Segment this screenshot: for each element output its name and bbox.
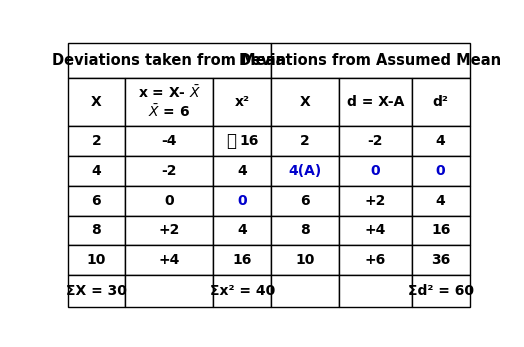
Text: +4: +4 (365, 223, 386, 237)
Bar (68, 215, 125, 245)
Text: +2: +2 (159, 223, 180, 237)
Text: x = X- $\bar{X}$
$\bar{X}$ = 6: x = X- $\bar{X}$ $\bar{X}$ = 6 (138, 84, 201, 120)
Bar (213, 126, 271, 156)
Bar (412, 156, 470, 186)
Bar (125, 275, 213, 307)
Text: ⎸: ⎸ (226, 132, 236, 150)
Text: 4: 4 (436, 134, 445, 148)
Text: Deviations taken from Mean: Deviations taken from Mean (52, 53, 286, 68)
Text: 6: 6 (92, 194, 101, 208)
Text: Deviations from Assumed Mean: Deviations from Assumed Mean (239, 53, 501, 68)
Bar (125, 156, 213, 186)
Bar (271, 126, 339, 156)
Text: X: X (91, 95, 102, 109)
Bar (271, 156, 339, 186)
Text: 4(A): 4(A) (288, 164, 322, 178)
Bar (339, 156, 412, 186)
Text: 0: 0 (370, 164, 380, 178)
Bar (68, 245, 125, 275)
Text: 16: 16 (431, 223, 450, 237)
Text: +2: +2 (365, 194, 386, 208)
Bar (339, 78, 412, 126)
Text: +4: +4 (159, 253, 180, 267)
Text: 4: 4 (92, 164, 101, 178)
Text: 0: 0 (436, 164, 445, 178)
Bar (68, 186, 125, 215)
Text: 6: 6 (300, 194, 310, 208)
Bar (125, 126, 213, 156)
Bar (271, 78, 339, 126)
Bar (412, 215, 470, 245)
Bar (271, 186, 339, 215)
Text: Σd² = 60: Σd² = 60 (408, 284, 474, 298)
Text: 16: 16 (239, 134, 259, 148)
Bar (213, 186, 271, 215)
Bar (68, 156, 125, 186)
Bar (68, 78, 125, 126)
Bar (339, 275, 412, 307)
Text: 2: 2 (300, 134, 310, 148)
Bar (68, 43, 271, 78)
Text: ΣX = 30: ΣX = 30 (66, 284, 127, 298)
Bar (125, 215, 213, 245)
Bar (271, 275, 339, 307)
Bar (412, 126, 470, 156)
Bar (339, 126, 412, 156)
Bar (271, 215, 339, 245)
Text: 10: 10 (296, 253, 315, 267)
Text: 36: 36 (431, 253, 450, 267)
Bar (271, 43, 470, 78)
Bar (125, 186, 213, 215)
Text: d = X-A: d = X-A (347, 95, 404, 109)
Bar (412, 245, 470, 275)
Text: X: X (300, 95, 310, 109)
Text: 4: 4 (237, 164, 247, 178)
Text: 4: 4 (436, 194, 445, 208)
Bar (213, 156, 271, 186)
Text: 8: 8 (300, 223, 310, 237)
Text: -2: -2 (368, 134, 383, 148)
Bar (125, 78, 213, 126)
Bar (213, 215, 271, 245)
Text: 16: 16 (233, 253, 252, 267)
Text: Σx² = 40: Σx² = 40 (210, 284, 275, 298)
Bar (213, 275, 271, 307)
Text: x²: x² (235, 95, 249, 109)
Text: -2: -2 (161, 164, 177, 178)
Bar (125, 245, 213, 275)
Bar (412, 275, 470, 307)
Text: -4: -4 (161, 134, 177, 148)
Text: d²: d² (433, 95, 449, 109)
Text: 4: 4 (237, 223, 247, 237)
Bar (271, 245, 339, 275)
Bar (68, 275, 125, 307)
Bar (339, 245, 412, 275)
Text: 8: 8 (92, 223, 101, 237)
Bar (68, 126, 125, 156)
Text: 0: 0 (165, 194, 174, 208)
Bar (213, 245, 271, 275)
Text: 0: 0 (237, 194, 247, 208)
Text: 2: 2 (92, 134, 101, 148)
Bar (339, 215, 412, 245)
Text: 10: 10 (87, 253, 106, 267)
Bar (213, 78, 271, 126)
Bar (412, 186, 470, 215)
Bar (339, 186, 412, 215)
Bar (412, 78, 470, 126)
Text: +6: +6 (365, 253, 386, 267)
